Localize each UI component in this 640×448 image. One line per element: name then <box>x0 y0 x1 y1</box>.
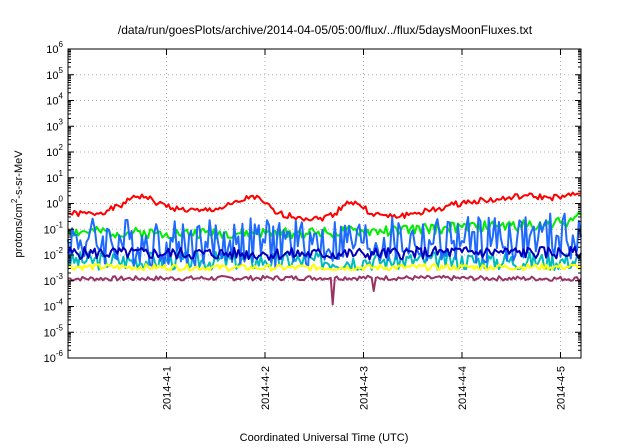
y-axis-label: protons/cm2-s-sr-MeV <box>10 150 25 258</box>
y-tick-label: 10-4 <box>44 298 64 314</box>
y-tick-label: 10-3 <box>44 272 64 288</box>
y-tick-label: 106 <box>46 40 63 56</box>
x-axis-ticks: 2014-4-1 2014-4-2 2014-4-3 2014-4-4 2014-4-5 <box>161 49 567 410</box>
y-tick-label: 104 <box>46 92 63 108</box>
y-tick-label: 10-5 <box>44 323 64 339</box>
x-tick-label: 2014-4-2 <box>260 366 272 410</box>
y-tick-label: 102 <box>46 143 63 159</box>
series-line <box>67 191 582 222</box>
x-tick-label: 2014-4-4 <box>457 366 469 410</box>
y-tick-label: 10-1 <box>44 220 64 236</box>
series-line <box>67 212 582 268</box>
series-line <box>67 262 582 272</box>
chart-title: /data/run/goesPlots/archive/2014-04-05/0… <box>118 23 533 37</box>
x-tick-label: 2014-4-3 <box>358 366 370 410</box>
y-tick-label: 105 <box>46 66 63 82</box>
series-line <box>67 245 582 261</box>
grid <box>68 49 581 358</box>
x-axis-label: Coordinated Universal Time (UTC) <box>240 432 409 444</box>
series-line <box>67 274 582 306</box>
y-tick-label: 101 <box>46 169 63 185</box>
y-tick-label: 103 <box>46 117 63 133</box>
y-tick-label: 100 <box>46 195 63 211</box>
y-tick-label: 10-2 <box>44 246 64 262</box>
series-lines <box>67 191 582 306</box>
x-tick-label: 2014-4-1 <box>161 366 173 410</box>
y-tick-label: 10-6 <box>44 349 64 365</box>
x-tick-label: 2014-4-5 <box>555 366 567 410</box>
y-axis-ticks: 10-6 10-5 10-4 10-3 10-2 10-1 100 101 102 103 104 1… <box>44 40 581 365</box>
